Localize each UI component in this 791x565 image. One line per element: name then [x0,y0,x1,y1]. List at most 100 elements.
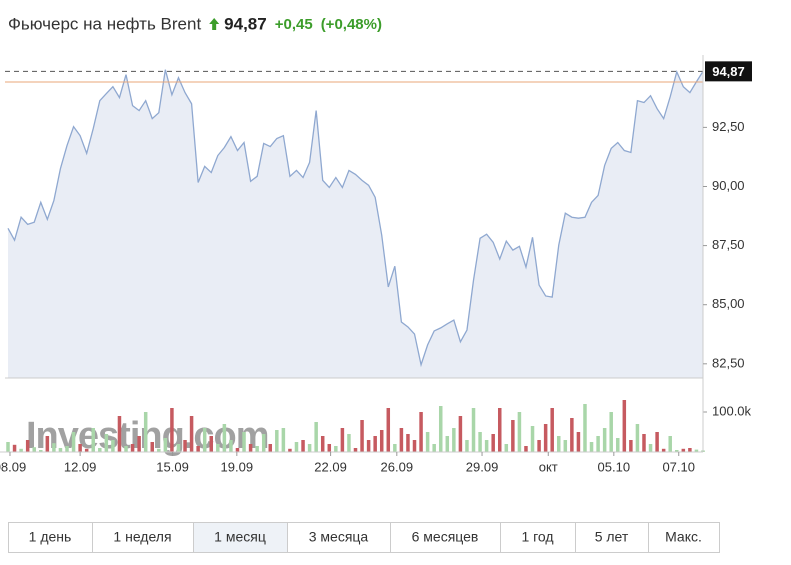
volume-bar [78,444,82,452]
x-tick-label: 19.09 [221,459,254,474]
volume-bar [320,436,325,452]
range-button[interactable]: 1 месяц [193,522,288,553]
range-button[interactable]: Макс. [648,522,720,553]
price-area [8,69,703,379]
volume-tick-label: 100.0k [712,403,752,418]
range-button-label[interactable]: 1 неделя [113,529,171,545]
volume-bar [235,448,240,452]
range-button-label[interactable]: 6 месяцев [412,529,479,545]
range-button-bg[interactable] [648,522,720,553]
volume-bar [163,438,168,452]
range-button-bg[interactable] [287,522,391,553]
volume-bar [557,436,561,452]
volume-bar [275,430,279,452]
volume-bar [143,412,148,452]
volume-bar [209,436,214,452]
volume-bar [360,420,364,452]
x-tick-label: окт [539,459,558,474]
volume-bar [596,436,600,452]
volume-bar [570,418,574,452]
volume-bar [393,444,397,452]
volume-bar [137,436,141,452]
volume-bar [386,408,391,452]
range-button-label[interactable]: 1 день [29,529,72,545]
range-button-bg[interactable] [193,522,288,553]
volume-bar [124,446,128,452]
volume-bar [45,436,50,452]
volume-bar [366,440,371,452]
y-tick-label: 85,00 [712,296,745,311]
volume-bar [478,432,482,452]
volume-bar [530,426,535,452]
price: 94,87 [224,14,267,33]
range-button-bg[interactable] [92,522,194,553]
volume-bar [12,444,17,452]
range-button[interactable]: 5 лет [575,522,649,553]
x-tick-label: 12.09 [64,459,97,474]
volume-bar [629,440,633,452]
volume-bar [216,444,220,452]
volume-bar [452,428,456,452]
volume-bar [589,442,594,452]
volume-bar [458,416,463,452]
volume-bar [255,446,259,452]
y-tick-label: 92,50 [712,119,745,134]
volume-bar [524,446,528,452]
volume-bar [694,449,699,452]
last-price-box [705,61,752,82]
volume-bar [19,448,23,452]
x-tick-label: 08.09 [0,459,26,474]
range-button-label[interactable]: Макс. [665,529,702,545]
volume-bar [261,434,266,452]
volume-bar [648,444,653,452]
volume-bar [150,442,154,452]
volume-bar [399,428,404,452]
volume-bar [307,444,312,452]
x-tick-label: 22.09 [314,459,347,474]
volume-bar [117,416,122,452]
x-tick-label: 29.09 [466,459,499,474]
volume-bar [543,424,548,452]
range-button-label[interactable]: 5 лет [595,529,629,545]
volume-bar [98,448,102,452]
volume-bar [183,440,187,452]
volume-bar [301,440,305,452]
volume-bar [334,446,338,452]
volume-bar [379,430,384,452]
range-button-bg[interactable] [390,522,501,553]
volume-bar [616,438,620,452]
volume-bar [189,416,194,452]
range-button[interactable]: 3 месяца [287,522,391,553]
range-button-label[interactable]: 3 месяца [309,529,369,545]
volume-bar [52,443,56,452]
volume-bar [504,444,509,452]
volume-bar [71,432,76,452]
volume-bar [609,412,613,452]
volume-bar [583,404,587,452]
range-button-bg[interactable] [500,522,576,553]
range-button[interactable]: 1 день [8,522,93,553]
volume-bar [412,440,417,452]
volume-bar [491,434,495,452]
x-tick-label: 15.09 [156,459,189,474]
volume-bar [65,446,69,452]
volume-bar [432,444,436,452]
range-button-bg[interactable] [575,522,649,553]
volume-bar [340,428,345,452]
volume-bar [465,440,469,452]
range-button-label[interactable]: 1 год [521,529,553,545]
range-button[interactable]: 6 месяцев [390,522,501,553]
volume-bar [229,440,233,452]
volume-bar [157,448,161,452]
range-button[interactable]: 1 неделя [92,522,194,553]
volume-bar [642,434,646,452]
volume-bar [497,408,502,452]
up-arrow [209,18,220,30]
volume-bar [550,408,554,452]
volume-bar [406,434,410,452]
volume-bar [353,448,358,452]
change-percent: (+0,48%) [321,16,382,33]
range-button-label[interactable]: 1 месяц [214,529,266,545]
volume-bar [327,444,332,452]
range-button[interactable]: 1 год [500,522,576,553]
